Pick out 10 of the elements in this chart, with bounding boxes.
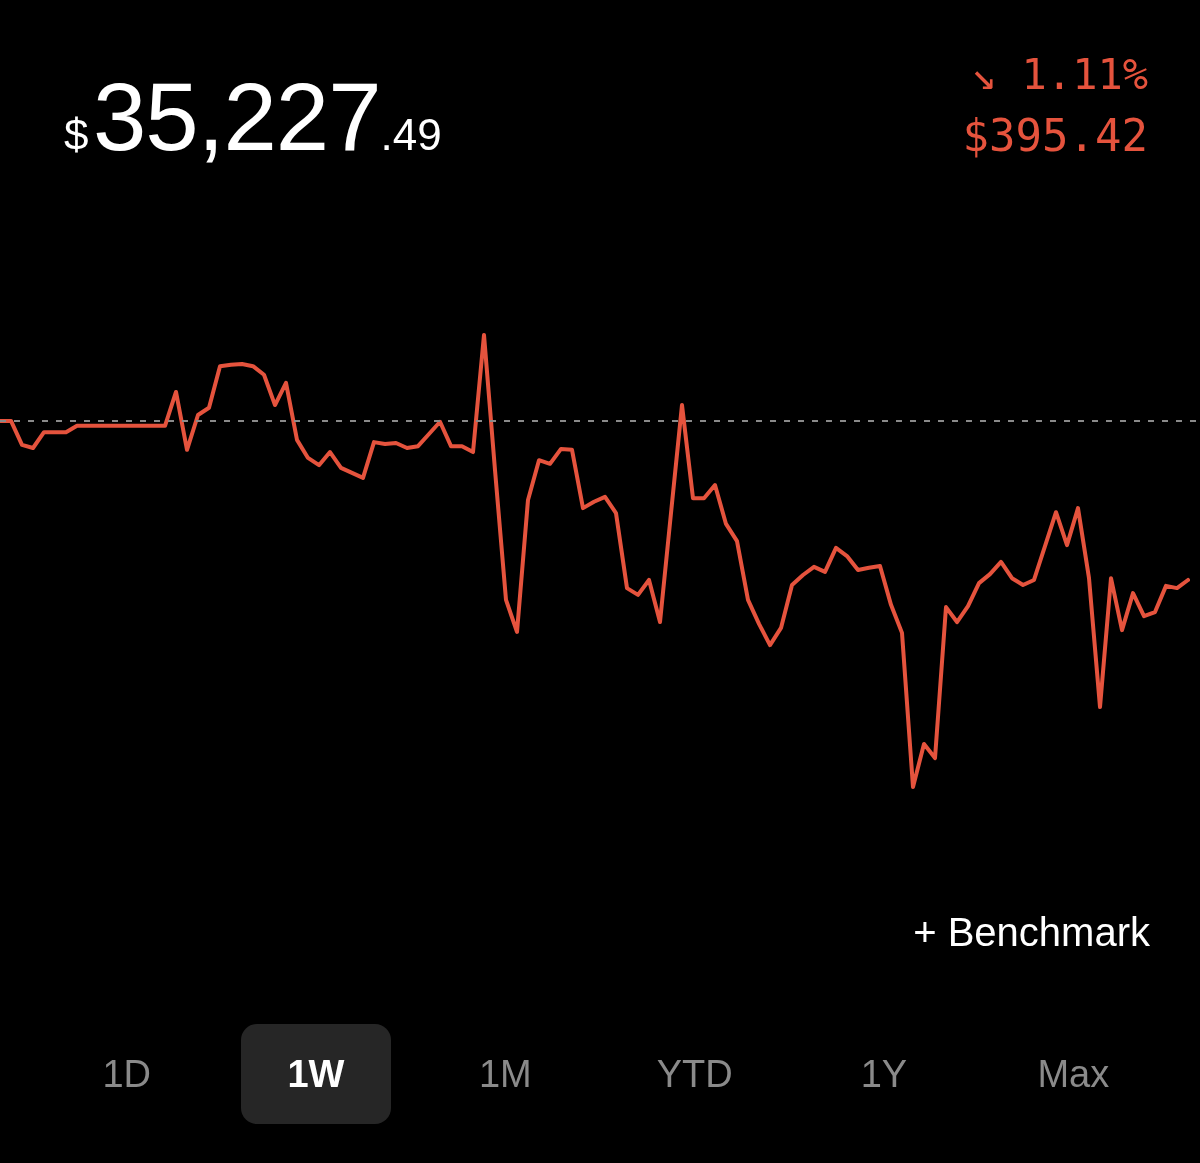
text: 1Y bbox=[859, 1052, 909, 1097]
chart-subtitle: ↘ 1.11% bbox=[970, 50, 1148, 99]
text: 1M bbox=[477, 1052, 533, 1097]
chart-title: $35,227.49 bbox=[64, 63, 442, 170]
text: + Benchmark bbox=[913, 910, 1150, 955]
text: YTD bbox=[655, 1052, 734, 1097]
text: 1D bbox=[101, 1052, 152, 1097]
text: $395.42 bbox=[962, 110, 1148, 161]
text: 1W bbox=[241, 1024, 391, 1124]
text: Max bbox=[1036, 1052, 1111, 1097]
